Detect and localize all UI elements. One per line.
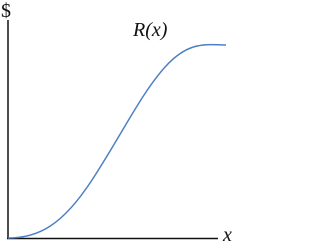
x-axis-label: x [222, 224, 232, 243]
curve-label: R(x) [132, 19, 168, 41]
y-axis-label: $ [1, 0, 11, 22]
revenue-curve [7, 43, 227, 239]
diagram: $ x R(x) [1, 0, 232, 243]
